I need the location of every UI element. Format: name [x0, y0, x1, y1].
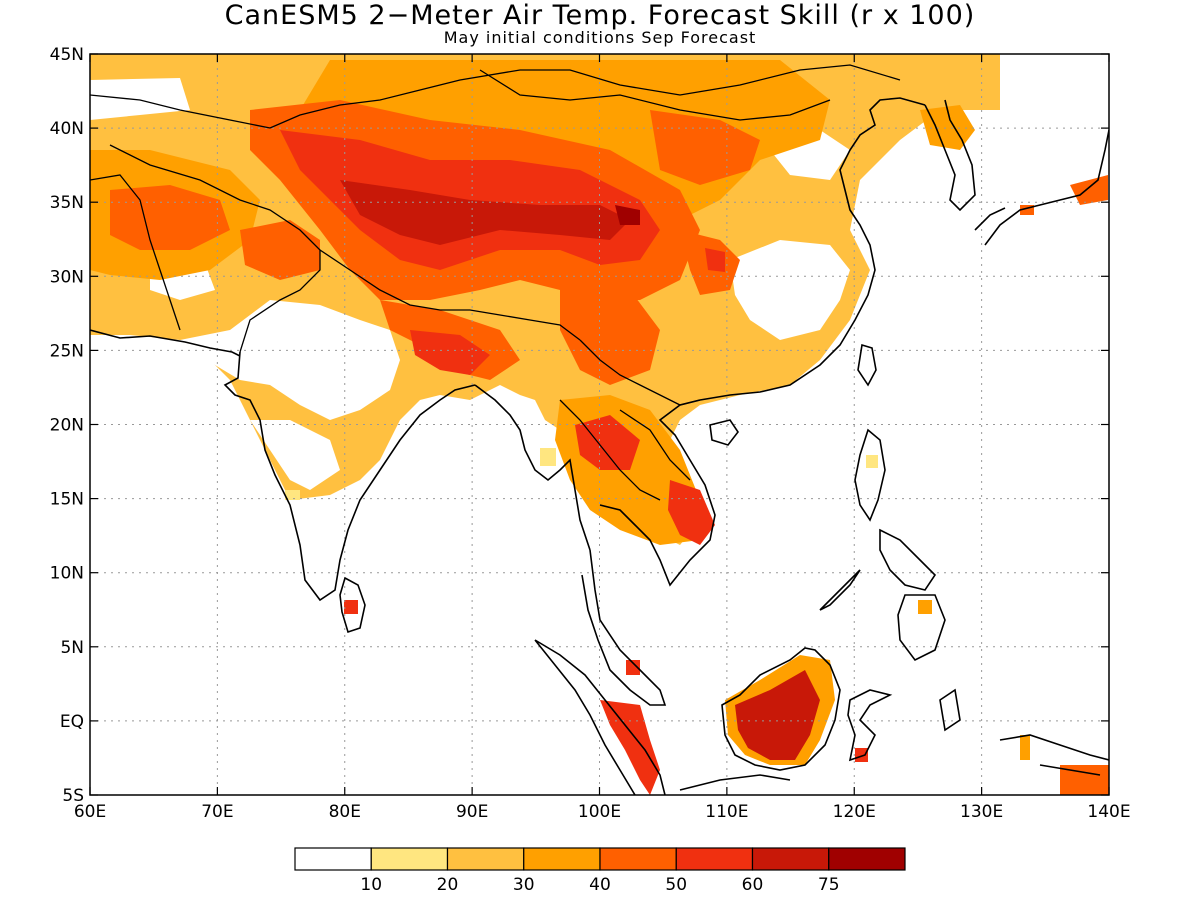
skill-area-papua	[1020, 735, 1030, 760]
colorbar-label: 60	[742, 875, 764, 895]
coast-java	[679, 774, 791, 791]
colorbar-swatch	[599, 847, 677, 871]
colorbar: 10 20 30 40 50 60 75	[294, 847, 906, 895]
colorbar-label: 50	[665, 875, 687, 895]
coast-moluccas	[939, 688, 961, 732]
colorbar-swatch	[828, 847, 906, 871]
lon-tick-label: 140E	[1087, 802, 1130, 822]
borders-afg-pak	[109, 144, 321, 353]
map-axes: 60E 70E 80E 90E 100E 110E 120E 130E 140E 45N 40N 35…	[50, 45, 1131, 822]
colorbar-label: 40	[589, 875, 611, 895]
skill-area-east-china-60	[705, 248, 725, 272]
skill-area-malaya	[626, 660, 640, 675]
borders-himalaya	[319, 249, 581, 341]
skill-area-burma-south	[540, 448, 556, 466]
coast-mindanao	[897, 594, 946, 662]
lon-tick-label: 120E	[833, 802, 876, 822]
coast-sumatra	[534, 639, 666, 795]
coast-burma	[474, 384, 591, 551]
colorbar-swatch	[675, 847, 754, 871]
coast-hainan	[709, 419, 739, 446]
colorbar-swatch	[370, 847, 449, 871]
coast-luzon	[854, 428, 886, 522]
lat-tick-label: 35N	[50, 193, 84, 213]
lat-tick-label: 15N	[50, 490, 84, 510]
colorbar-swatch	[294, 847, 372, 871]
skill-area-luzon	[866, 455, 878, 468]
coast-newguinea	[999, 734, 1109, 776]
borders-mongolia	[479, 69, 831, 121]
skill-area-gansu	[650, 110, 760, 185]
skill-area-borneo-red	[735, 670, 820, 760]
coast-iran	[90, 329, 241, 357]
coast-borneo	[721, 647, 841, 771]
coast-japan	[984, 129, 1109, 246]
gridlines	[90, 54, 1109, 795]
lat-tick-label: 10N	[50, 564, 84, 584]
lat-tick-label: 20N	[50, 416, 84, 436]
coast-south-china	[699, 97, 926, 401]
lon-tick-label: 110E	[705, 802, 748, 822]
lat-tick-label: 5S	[62, 786, 84, 806]
coastlines	[90, 64, 1109, 795]
skill-area-pak	[240, 220, 320, 280]
skill-area-sulawesi	[855, 748, 868, 762]
coast-srilanka	[339, 576, 366, 634]
colorbar-label: 10	[360, 875, 382, 895]
skill-area-india-west	[285, 490, 300, 500]
map-title: CanESM5 2−Meter Air Temp. Forecast Skill…	[224, 0, 976, 31]
skill-shading	[90, 54, 1109, 795]
colorbar-swatch	[446, 847, 525, 871]
borders-indochina	[559, 399, 691, 501]
lon-tick-label: 80E	[329, 802, 361, 822]
lat-tick-label: 5N	[60, 638, 84, 658]
coast-japan-south	[974, 207, 1006, 231]
lat-tick-label: 30N	[50, 267, 84, 287]
coast-taiwan	[857, 343, 877, 387]
skill-area-png	[1060, 765, 1109, 795]
skill-fill-layer	[90, 54, 1109, 795]
skill-area-mindanao	[918, 600, 932, 614]
coast-malay	[581, 549, 667, 706]
coast-indochina	[599, 399, 716, 587]
coast-sulawesi	[847, 689, 893, 762]
coast-korea	[924, 99, 976, 212]
skill-area-thai-red	[575, 415, 640, 470]
colorbar-swatch	[523, 847, 601, 871]
lon-tick-label: 90E	[456, 802, 488, 822]
borders-china-south	[579, 339, 701, 406]
colorbar-swatch	[751, 847, 830, 871]
lon-tick-label: 100E	[578, 802, 621, 822]
lat-tick-label: 25N	[50, 341, 84, 361]
colorbar-label: 75	[818, 875, 840, 895]
skill-area-tibet-max	[615, 205, 640, 225]
skill-area-srilanka	[344, 600, 358, 614]
skill-area-sichuan	[560, 280, 660, 385]
lat-tick-label: 45N	[50, 45, 84, 65]
skill-area-tibet-75	[340, 180, 630, 245]
skill-area-vietnam-red	[668, 480, 715, 545]
coast-india	[223, 351, 476, 602]
borders-central-asia	[90, 64, 901, 129]
map-subtitle: May initial conditions Sep Forecast	[443, 28, 757, 47]
borders-iran	[90, 174, 181, 331]
skill-area-eastchina-low	[730, 240, 850, 340]
lat-tick-label: 40N	[50, 119, 84, 139]
coast-visayas	[879, 528, 937, 591]
lon-tick-label: 60E	[74, 802, 106, 822]
lat-tick-label: EQ	[60, 712, 84, 732]
skill-area-bangla	[410, 330, 490, 375]
lon-tick-label: 70E	[201, 802, 233, 822]
skill-area-sumatra	[600, 700, 660, 795]
colorbar-label: 30	[513, 875, 535, 895]
colorbar-label: 20	[437, 875, 459, 895]
lon-tick-label: 130E	[960, 802, 1003, 822]
skill-area-india-low-2	[250, 420, 340, 490]
skill-area-japan	[1070, 175, 1108, 205]
coast-palawan	[819, 569, 861, 611]
skill-area-west-low	[90, 78, 190, 120]
